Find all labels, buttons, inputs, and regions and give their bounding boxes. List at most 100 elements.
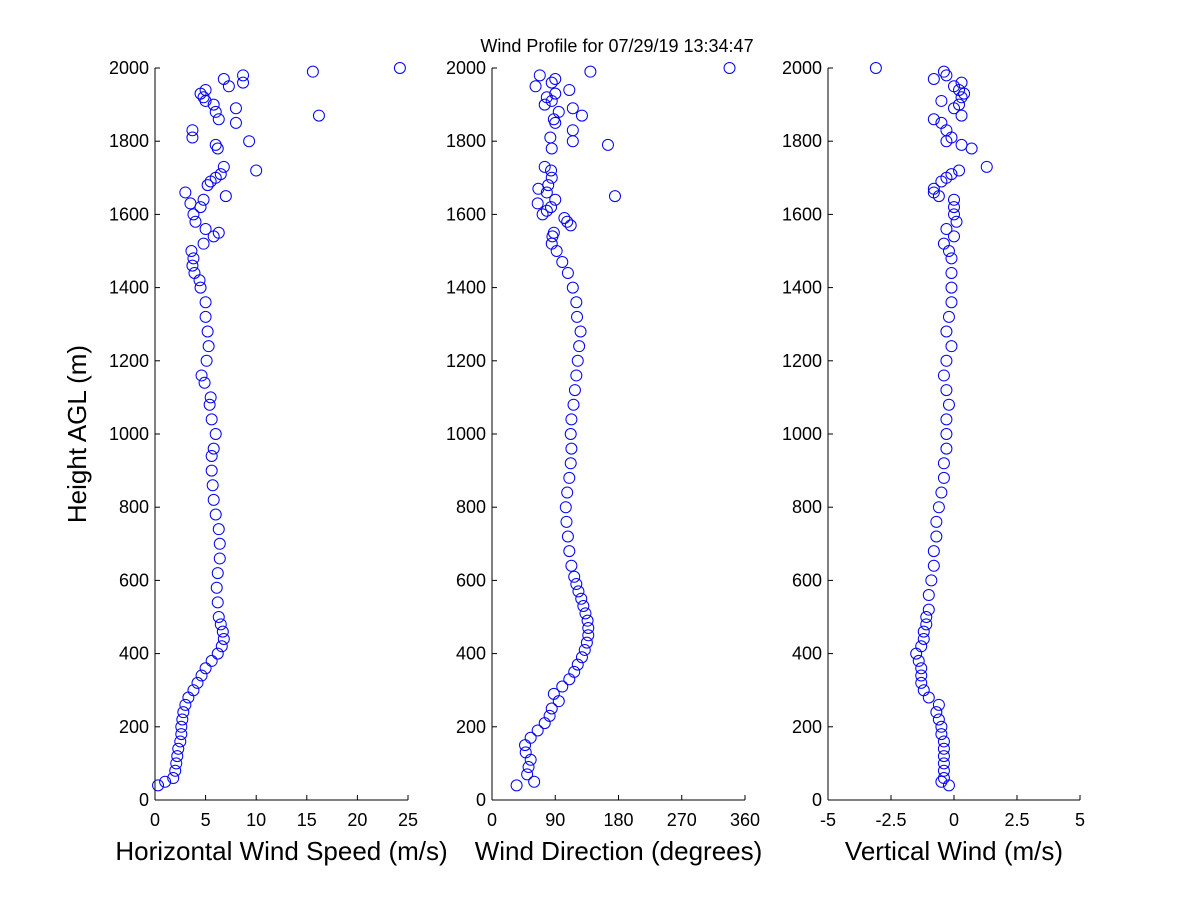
data-point	[558, 212, 571, 225]
data-point	[561, 266, 574, 279]
data-point	[935, 728, 948, 741]
x-tick-label: 20	[347, 810, 367, 830]
data-point	[572, 585, 585, 598]
data-point	[571, 354, 584, 367]
data-point	[545, 171, 558, 184]
data-point	[205, 464, 218, 477]
data-point	[540, 91, 553, 104]
y-tick-label: 1400	[446, 278, 486, 298]
data-point	[152, 779, 165, 792]
data-point	[205, 413, 218, 426]
data-point	[927, 72, 940, 85]
data-point	[549, 87, 562, 100]
data-point	[937, 369, 950, 382]
data-point	[207, 442, 220, 455]
data-point	[935, 775, 948, 788]
data-point	[561, 215, 574, 228]
data-point	[930, 706, 943, 719]
data-point	[159, 775, 172, 788]
data-point	[205, 449, 218, 462]
data-point	[937, 65, 950, 78]
data-point	[549, 193, 562, 206]
data-point	[206, 479, 219, 492]
y-tick-label: 0	[812, 790, 822, 810]
data-point	[608, 190, 621, 203]
data-point	[937, 757, 950, 770]
y-tick-label: 400	[119, 644, 149, 664]
x-tick-label: 180	[603, 810, 633, 830]
data-point	[545, 201, 558, 214]
data-point	[207, 493, 220, 506]
data-point	[927, 559, 940, 572]
data-point	[568, 570, 581, 583]
data-point	[570, 369, 583, 382]
data-point	[930, 530, 943, 543]
y-tick-label: 200	[456, 717, 486, 737]
x-axis-label: Horizontal Wind Speed (m/s)	[115, 836, 447, 866]
data-point	[214, 168, 227, 181]
x-tick-label: 15	[297, 810, 317, 830]
data-point	[229, 102, 242, 115]
data-point	[563, 545, 576, 558]
data-point	[214, 618, 227, 631]
y-tick-label: 800	[792, 497, 822, 517]
data-point	[935, 486, 948, 499]
data-point	[176, 713, 189, 726]
data-point	[573, 340, 586, 353]
data-point	[570, 296, 583, 309]
data-point	[209, 428, 222, 440]
data-point	[980, 160, 993, 173]
data-point	[212, 523, 225, 536]
data-point	[229, 116, 242, 129]
data-point	[529, 80, 542, 93]
data-point	[177, 706, 190, 719]
data-point	[560, 515, 573, 528]
data-point	[940, 413, 953, 426]
data-point	[179, 186, 192, 199]
data-point	[203, 398, 216, 411]
data-point	[564, 428, 577, 440]
data-point	[950, 215, 963, 228]
y-tick-label: 2000	[109, 58, 149, 78]
x-tick-label: 10	[246, 810, 266, 830]
data-point	[937, 735, 950, 748]
y-tick-label: 0	[139, 790, 149, 810]
data-point	[545, 702, 558, 715]
data-point	[948, 201, 960, 214]
y-tick-label: 200	[792, 717, 822, 737]
y-tick-label: 600	[456, 570, 486, 590]
data-point	[927, 186, 940, 199]
data-point	[932, 501, 945, 514]
data-point	[575, 592, 588, 605]
data-point	[932, 698, 945, 711]
data-point	[205, 654, 218, 667]
data-point	[209, 105, 222, 118]
data-point	[937, 237, 950, 250]
data-point	[568, 384, 581, 397]
y-tick-label: 0	[476, 790, 486, 810]
data-point	[940, 354, 953, 367]
data-point	[915, 669, 928, 682]
data-point	[215, 640, 228, 653]
data-point	[237, 76, 250, 89]
data-point	[559, 501, 572, 514]
data-point	[948, 208, 960, 221]
x-axis-label: Vertical Wind (m/s)	[845, 836, 1063, 866]
data-point	[200, 354, 213, 367]
data-point	[945, 340, 958, 353]
data-point	[563, 471, 576, 484]
data-point	[942, 310, 955, 323]
data-point	[187, 252, 200, 265]
x-tick-label: -2.5	[875, 810, 906, 830]
data-point	[199, 310, 212, 323]
data-point	[212, 611, 225, 623]
data-point	[204, 391, 217, 404]
data-point	[211, 567, 224, 580]
data-point	[545, 76, 558, 89]
data-point	[937, 772, 950, 785]
data-point	[565, 442, 578, 455]
data-point	[955, 138, 968, 151]
x-tick-label: 90	[545, 810, 565, 830]
data-point	[564, 219, 577, 232]
